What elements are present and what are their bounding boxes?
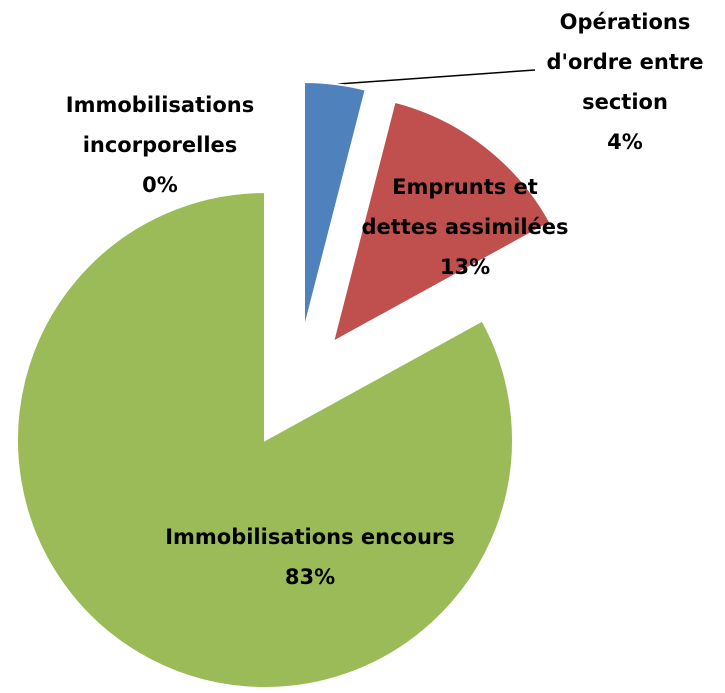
slice-value-label: 4%: [607, 130, 643, 154]
pie-slice: [303, 80, 367, 331]
slice-label: Immobilisations encours: [165, 525, 455, 549]
slice-value-label: 0%: [142, 173, 178, 197]
slice-value-label: 13%: [439, 255, 491, 279]
leader-line: [337, 69, 536, 85]
slice-label: Immobilisations incorporelles: [65, 93, 255, 157]
pie-slice: [16, 190, 514, 689]
pie-slice: [331, 100, 552, 344]
slice-label: Opérations d'ordre entre section: [546, 10, 704, 114]
slice-label: Emprunts et dettes assimilées: [361, 175, 569, 239]
slice-value-label: 83%: [284, 565, 336, 589]
